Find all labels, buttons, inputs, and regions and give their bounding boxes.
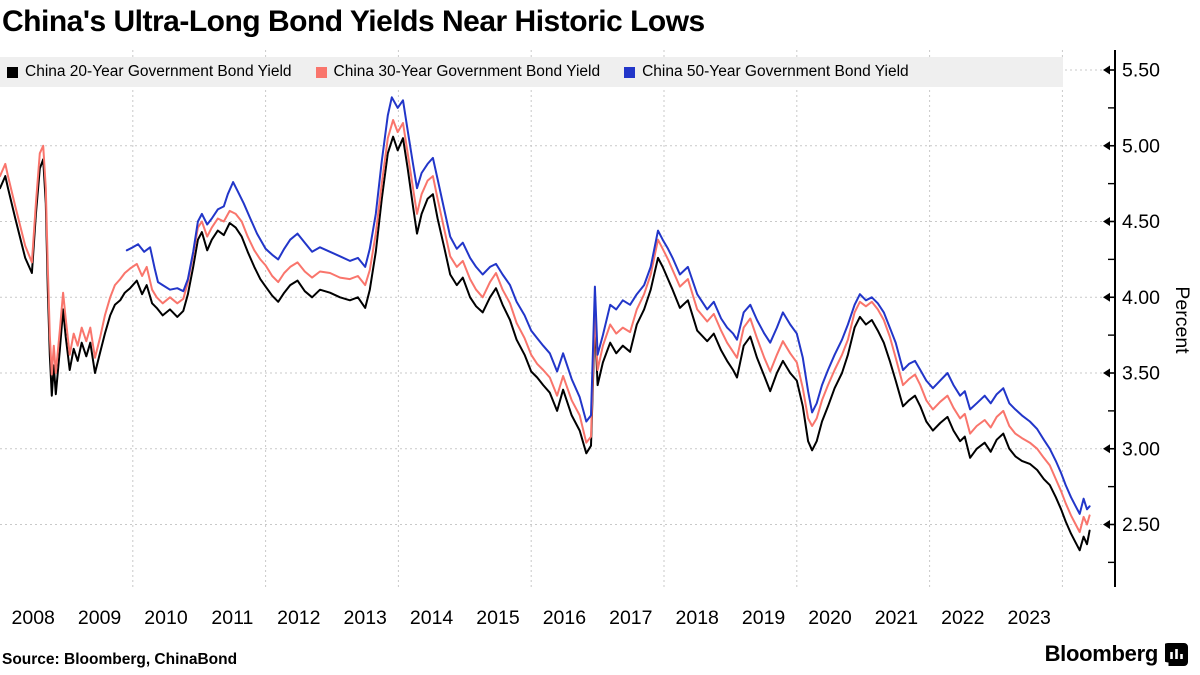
series-line-20yr <box>0 135 1091 552</box>
legend-swatch-30yr <box>315 66 327 78</box>
y-tick-arrow-icon <box>1103 217 1110 226</box>
y-tick-label: 3.50 <box>1122 363 1160 385</box>
legend: China 20-Year Government Bond Yield Chin… <box>0 57 1063 87</box>
series-line-30yr <box>0 119 1091 534</box>
x-tick-label: 2016 <box>543 607 586 629</box>
legend-item-20yr: China 20-Year Government Bond Yield <box>7 63 292 81</box>
y-axis: 5.50 5.00 4.50 4.00 3.50 3.00 2.50 Percent <box>1103 50 1193 587</box>
x-tick-label: 2010 <box>144 607 188 629</box>
y-tick-arrow-icon <box>1103 444 1110 454</box>
x-tick-label: 2013 <box>344 607 387 629</box>
y-tick-label: 5.00 <box>1122 135 1160 157</box>
y-tick-arrow-icon <box>1103 368 1110 378</box>
x-tick-label: 2022 <box>941 607 984 629</box>
y-tick-label: 4.00 <box>1122 287 1160 309</box>
legend-item-30yr: China 30-Year Government Bond Yield <box>315 63 601 81</box>
legend-item-50yr: China 50-Year Government Bond Yield <box>624 63 909 81</box>
legend-label-50yr: China 50-Year Government Bond Yield <box>642 63 909 80</box>
y-tick-arrow-icon <box>1103 292 1110 302</box>
x-tick-label: 2019 <box>742 607 785 629</box>
x-tick-label: 2023 <box>1008 607 1051 629</box>
y-tick-arrow-icon <box>1103 141 1110 151</box>
y-tick-arrow-icon <box>1103 65 1110 75</box>
x-tick-label: 2018 <box>676 607 719 629</box>
source-attribution: Source: Bloomberg, ChinaBond <box>2 651 238 668</box>
legend-swatch-50yr <box>624 66 636 78</box>
legend-label-20yr: China 20-Year Government Bond Yield <box>25 63 292 80</box>
x-tick-label: 2008 <box>12 607 55 629</box>
x-tick-label: 2015 <box>476 607 520 629</box>
y-tick-arrow-icon <box>1103 520 1110 529</box>
x-tick-label: 2021 <box>875 607 918 629</box>
x-tick-label: 2011 <box>211 607 253 629</box>
gridlines <box>0 50 1113 587</box>
bloomberg-logo: Bloomberg <box>1045 641 1188 667</box>
chart-title: China's Ultra-Long Bond Yields Near Hist… <box>2 5 705 38</box>
y-axis-title: Percent <box>1171 286 1193 354</box>
series-lines <box>0 96 1091 552</box>
bloomberg-bars-icon <box>1165 642 1188 666</box>
legend-swatch-20yr <box>7 66 18 78</box>
x-tick-label: 2009 <box>78 607 121 629</box>
x-tick-label: 2014 <box>410 607 454 629</box>
y-tick-label: 5.50 <box>1122 60 1160 82</box>
y-tick-label: 4.50 <box>1122 211 1160 233</box>
legend-label-30yr: China 30-Year Government Bond Yield <box>333 63 601 80</box>
x-tick-label: 2017 <box>609 607 652 629</box>
bloomberg-wordmark: Bloomberg <box>1044 641 1159 666</box>
y-tick-label: 3.00 <box>1122 438 1160 460</box>
x-tick-label: 2012 <box>277 607 320 629</box>
series-line-50yr <box>125 96 1091 515</box>
x-axis-labels: 2008 2009 2010 2011 2012 2013 2014 2015 2016 2017… <box>12 607 1051 629</box>
x-tick-label: 2020 <box>808 607 852 629</box>
y-tick-label: 2.50 <box>1122 514 1160 536</box>
